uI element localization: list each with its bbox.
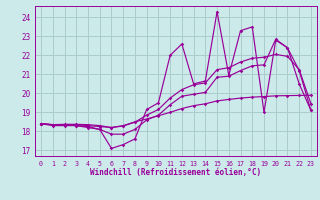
X-axis label: Windchill (Refroidissement éolien,°C): Windchill (Refroidissement éolien,°C)	[91, 168, 261, 177]
